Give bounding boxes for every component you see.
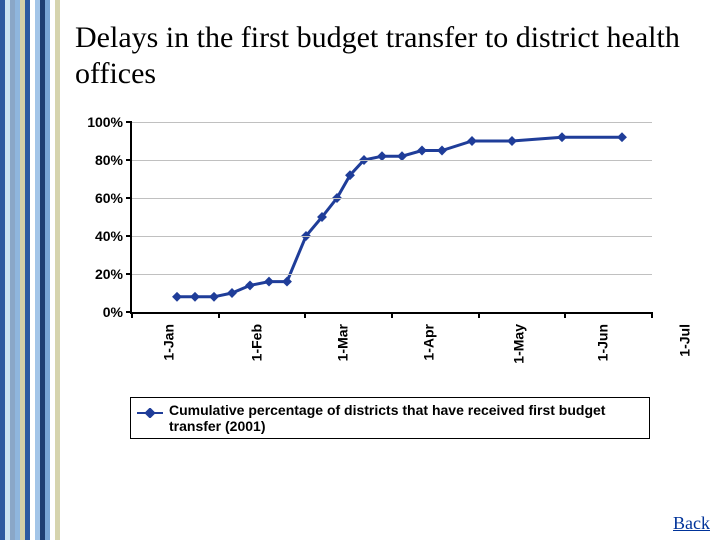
x-axis-label: 1-Feb — [248, 324, 264, 361]
y-axis-label: 100% — [78, 114, 123, 130]
page-title: Delays in the first budget transfer to d… — [75, 20, 700, 92]
y-axis-label: 80% — [78, 152, 123, 168]
x-axis-label: 1-Jul — [677, 324, 693, 357]
chart: Cumulative percentage of districts that … — [75, 112, 665, 422]
x-axis-label: 1-Mar — [335, 324, 351, 361]
decorative-stripes — [0, 0, 60, 540]
legend-marker-icon — [137, 408, 163, 418]
legend-label: Cumulative percentage of districts that … — [169, 402, 643, 434]
plot-area — [130, 122, 652, 314]
x-axis-label: 1-Apr — [421, 324, 437, 361]
stripe — [55, 0, 60, 540]
legend: Cumulative percentage of districts that … — [130, 397, 650, 439]
x-axis-label: 1-Jun — [595, 324, 611, 361]
y-axis-label: 40% — [78, 228, 123, 244]
y-axis-label: 60% — [78, 190, 123, 206]
x-axis-label: 1-May — [510, 324, 526, 364]
back-link[interactable]: Back — [673, 513, 710, 534]
y-axis-label: 20% — [78, 266, 123, 282]
y-axis-label: 0% — [78, 304, 123, 320]
line-series — [132, 122, 652, 312]
x-axis-label: 1-Jan — [161, 324, 177, 361]
